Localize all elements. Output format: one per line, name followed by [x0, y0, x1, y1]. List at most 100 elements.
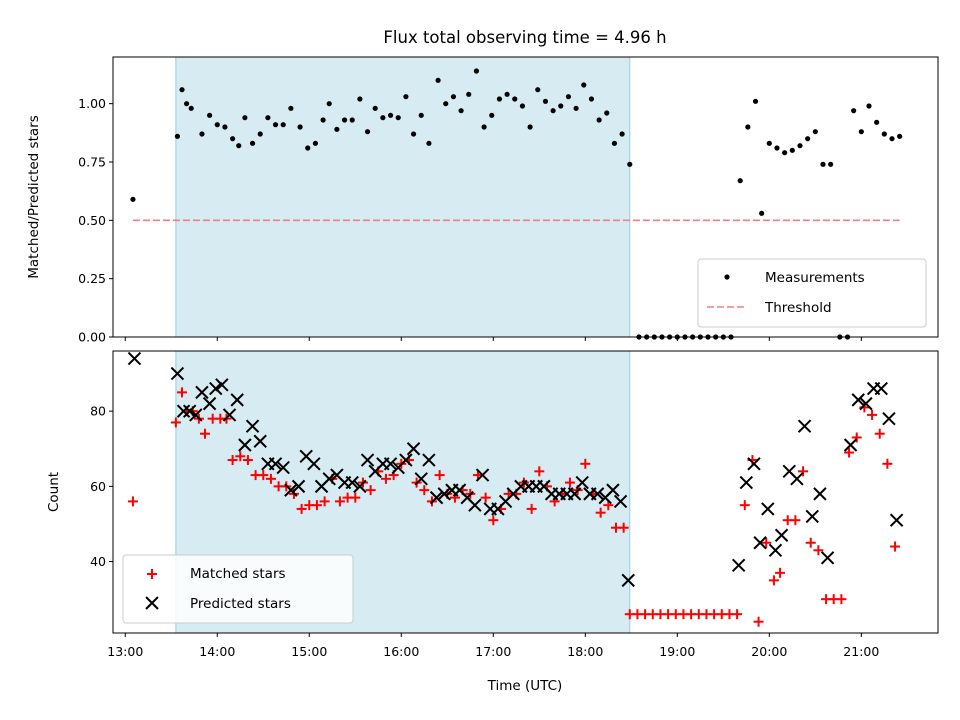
x-axis-label: Time (UTC)	[487, 678, 563, 694]
predicted-star-point	[170, 366, 185, 381]
measurement-point	[272, 122, 279, 128]
matched-star-point	[534, 466, 545, 477]
matched-star-point	[768, 575, 779, 586]
x-tick-label: 18:00	[567, 644, 603, 659]
predicted-star-point	[422, 453, 436, 467]
top-y-tick-label: 1.00	[78, 96, 106, 111]
matched-star-point	[296, 503, 307, 514]
x-tick-label: 21:00	[843, 644, 879, 659]
predicted-star-point	[813, 487, 827, 501]
bottom-y-axis: 40 60 80	[90, 404, 113, 569]
x-tick-label: 16:00	[383, 644, 419, 659]
bottom-y-tick-label: 80	[90, 404, 106, 419]
measurement-point	[326, 101, 332, 107]
predicted-star-point	[739, 475, 754, 490]
matched-star-point	[867, 409, 878, 420]
measurement-point	[858, 129, 864, 135]
bottom-panel: 40 60 80 13:00 14:00 15:00 16:00 17:00 18:00 19:…	[46, 350, 939, 694]
measurement-point	[805, 136, 811, 142]
predicted-star-point	[127, 351, 142, 366]
x-tick-label: 14:00	[199, 644, 235, 659]
bottom-plot-area	[127, 351, 904, 627]
matched-star-point	[127, 496, 138, 507]
measurement-point	[828, 161, 834, 167]
measurement-point	[426, 140, 432, 146]
matched-star-point	[488, 515, 499, 526]
matched-star-point	[365, 485, 376, 496]
predicted-star-point	[245, 419, 260, 433]
matched-star-point	[732, 609, 743, 620]
predicted-star-point	[797, 419, 812, 433]
matched-star-point	[170, 417, 181, 428]
measurement-point	[222, 124, 228, 130]
predicted-star-point	[606, 483, 620, 497]
bottom-x-axis: 13:00 14:00 15:00 16:00 17:00 18:00 19:00 20:00…	[107, 633, 879, 659]
predicted-star-point	[215, 378, 229, 392]
bottom-axes-frame	[112, 350, 939, 634]
predicted-star-point	[276, 460, 290, 475]
matched-star-point	[380, 473, 391, 484]
measurement-point	[745, 124, 751, 130]
matched-star-point	[836, 594, 847, 605]
measurement-point	[496, 96, 503, 102]
matched-star-point	[480, 492, 491, 503]
matched-star-point	[595, 507, 606, 518]
measurement-point	[550, 108, 556, 114]
matched-star-point	[580, 458, 591, 469]
top-x-ticks	[124, 337, 862, 341]
measurement-point	[489, 112, 495, 118]
matched-star-point	[319, 496, 330, 507]
measurement-point	[820, 161, 826, 167]
top-axes-frame	[112, 56, 939, 338]
matched-star-point	[564, 477, 575, 488]
predicted-star-point	[768, 543, 783, 557]
measurement-point	[450, 94, 457, 100]
matched-star-point	[790, 515, 801, 526]
measurement-point	[435, 77, 441, 83]
predicted-star-point	[268, 457, 283, 471]
predicted-star-point	[874, 381, 888, 396]
measurement-point	[851, 108, 857, 114]
matched-star-point	[200, 428, 211, 439]
measurement-point	[179, 87, 185, 93]
top-legend-box	[697, 258, 927, 328]
matched-star-point	[265, 473, 276, 484]
measurement-point	[519, 103, 526, 109]
measurement-point	[759, 210, 765, 216]
measurement-point	[297, 124, 303, 130]
measurement-point	[542, 98, 549, 104]
top-legend[interactable]: Measurements Threshold	[697, 258, 927, 328]
predicted-star-point	[790, 472, 804, 486]
measurement-point	[288, 105, 294, 111]
predicted-star-point	[291, 479, 306, 494]
matched-star-point	[258, 470, 269, 481]
top-y-axis-label: Matched/Predicted stars	[26, 115, 42, 278]
predicted-star-point	[468, 498, 482, 512]
matched-star-point	[242, 455, 253, 466]
measurement-point	[596, 117, 602, 123]
predicted-star-point	[882, 411, 896, 426]
measurement-point	[341, 117, 348, 123]
measurement-point	[619, 131, 625, 137]
measurement-point	[280, 122, 286, 128]
measurement-point	[387, 112, 394, 118]
matched-star-point	[805, 537, 816, 548]
measurement-point	[443, 101, 449, 107]
matched-star-point	[882, 458, 893, 469]
predicted-star-point	[575, 475, 589, 490]
legend-predicted-marker	[145, 596, 159, 610]
measurement-point	[627, 161, 633, 167]
predicted-star-point	[176, 404, 191, 418]
top-y-tick-label: 0.50	[78, 213, 106, 228]
predicted-star-point	[613, 494, 628, 509]
predicted-star-point	[889, 513, 904, 527]
predicted-star-point	[621, 573, 635, 588]
predicted-star-point	[189, 408, 203, 422]
top-shade-rect	[175, 56, 631, 338]
bottom-legend[interactable]: Matched stars Predicted stars	[122, 554, 354, 624]
measurement-point	[214, 122, 220, 128]
measurement-point	[889, 136, 895, 142]
matched-star-point	[334, 496, 345, 507]
top-y-tick-label: 0.00	[78, 330, 106, 345]
predicted-star-point	[399, 453, 413, 467]
